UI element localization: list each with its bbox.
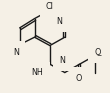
Text: −: −	[96, 52, 102, 57]
Text: N: N	[57, 17, 63, 26]
Text: Cl: Cl	[46, 2, 54, 11]
Text: NH: NH	[31, 68, 43, 77]
Text: O: O	[75, 74, 81, 83]
Text: N: N	[60, 56, 66, 65]
Text: O: O	[94, 48, 100, 57]
Text: N: N	[13, 48, 19, 57]
